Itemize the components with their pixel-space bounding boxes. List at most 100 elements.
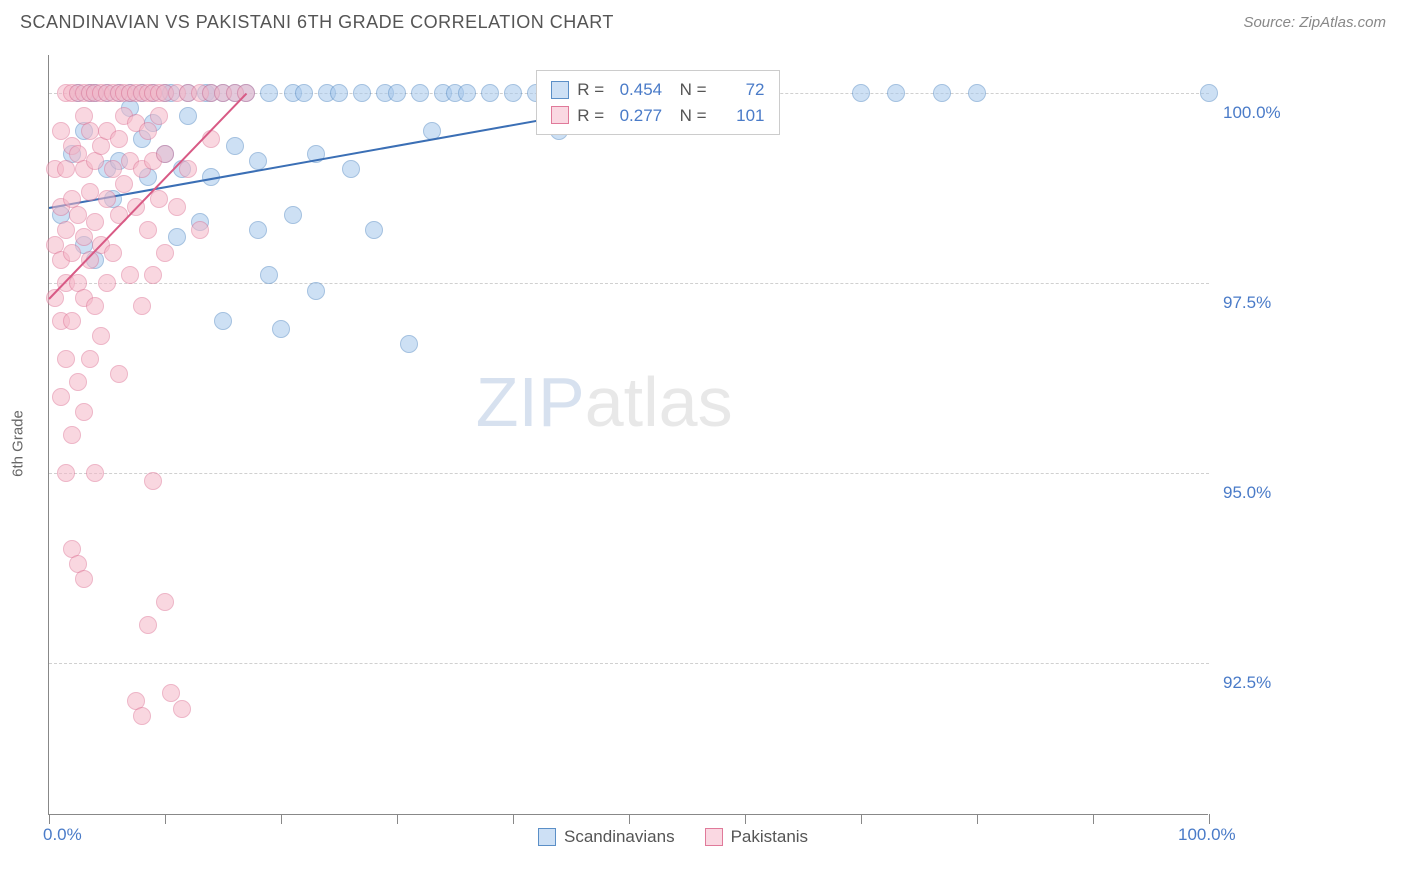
- stat-n-value: 101: [715, 103, 765, 129]
- scatter-point: [295, 84, 313, 102]
- scatter-point: [458, 84, 476, 102]
- scatter-point: [156, 244, 174, 262]
- scatter-point: [353, 84, 371, 102]
- scatter-point: [150, 107, 168, 125]
- scatter-point: [411, 84, 429, 102]
- x-tick: [745, 814, 746, 824]
- scatter-point: [260, 266, 278, 284]
- stat-r-label: R =: [577, 103, 604, 129]
- stats-row: R =0.454 N =72: [551, 77, 764, 103]
- scatter-point: [57, 221, 75, 239]
- scatter-point: [260, 84, 278, 102]
- x-tick: [861, 814, 862, 824]
- scatter-point: [388, 84, 406, 102]
- scatter-point: [63, 244, 81, 262]
- y-tick-label: 100.0%: [1223, 103, 1281, 123]
- scatter-point: [63, 312, 81, 330]
- scatter-point: [330, 84, 348, 102]
- scatter-point: [852, 84, 870, 102]
- scatter-point: [75, 228, 93, 246]
- scatter-point: [933, 84, 951, 102]
- legend-item: Scandinavians: [538, 827, 675, 847]
- x-tick: [281, 814, 282, 824]
- y-tick-label: 92.5%: [1223, 673, 1271, 693]
- x-tick: [1209, 814, 1210, 824]
- legend-swatch: [538, 828, 556, 846]
- y-tick-label: 95.0%: [1223, 483, 1271, 503]
- scatter-point: [887, 84, 905, 102]
- x-tick: [49, 814, 50, 824]
- scatter-point: [968, 84, 986, 102]
- scatter-point: [481, 84, 499, 102]
- scatter-point: [110, 365, 128, 383]
- legend: Scandinavians Pakistanis: [538, 827, 808, 847]
- scatter-point: [173, 700, 191, 718]
- series-swatch: [551, 106, 569, 124]
- legend-swatch: [705, 828, 723, 846]
- scatter-point: [104, 244, 122, 262]
- scatter-point: [179, 107, 197, 125]
- x-tick: [977, 814, 978, 824]
- scatter-point: [156, 145, 174, 163]
- scatter-point: [168, 228, 186, 246]
- scatter-point: [179, 160, 197, 178]
- stat-r-value: 0.454: [612, 77, 662, 103]
- scatter-point: [75, 403, 93, 421]
- scatter-point: [342, 160, 360, 178]
- series-swatch: [551, 81, 569, 99]
- x-tick: [513, 814, 514, 824]
- scatter-point: [139, 616, 157, 634]
- header: SCANDINAVIAN VS PAKISTANI 6TH GRADE CORR…: [0, 0, 1406, 41]
- watermark: ZIPatlas: [476, 362, 733, 442]
- stat-r-label: R =: [577, 77, 604, 103]
- grid-line: [49, 663, 1209, 664]
- scatter-point: [86, 464, 104, 482]
- chart-container: 6th Grade ZIPatlas R =0.454 N =72R =0.27…: [48, 55, 1388, 835]
- scatter-point: [272, 320, 290, 338]
- scatter-point: [133, 707, 151, 725]
- scatter-point: [307, 282, 325, 300]
- scatter-point: [69, 373, 87, 391]
- stat-n-label: N =: [670, 103, 706, 129]
- scatter-point: [144, 472, 162, 490]
- scatter-point: [57, 160, 75, 178]
- chart-title: SCANDINAVIAN VS PAKISTANI 6TH GRADE CORR…: [20, 12, 614, 33]
- scatter-point: [191, 221, 209, 239]
- scatter-point: [1200, 84, 1218, 102]
- stats-box: R =0.454 N =72R =0.277 N =101: [536, 70, 779, 135]
- scatter-point: [365, 221, 383, 239]
- scatter-point: [115, 175, 133, 193]
- grid-line: [49, 283, 1209, 284]
- scatter-point: [284, 206, 302, 224]
- y-axis-title: 6th Grade: [10, 410, 27, 477]
- plot-area: ZIPatlas R =0.454 N =72R =0.277 N =101: [48, 55, 1208, 815]
- scatter-point: [57, 464, 75, 482]
- scatter-point: [214, 312, 232, 330]
- stat-n-label: N =: [670, 77, 706, 103]
- scatter-point: [86, 213, 104, 231]
- scatter-point: [63, 426, 81, 444]
- scatter-point: [144, 266, 162, 284]
- scatter-point: [226, 137, 244, 155]
- y-tick-label: 97.5%: [1223, 293, 1271, 313]
- stats-row: R = 0.277 N = 101: [551, 103, 764, 129]
- scatter-point: [121, 266, 139, 284]
- legend-label: Pakistanis: [731, 827, 808, 847]
- grid-line: [49, 473, 1209, 474]
- scatter-point: [156, 593, 174, 611]
- scatter-point: [57, 350, 75, 368]
- scatter-point: [202, 130, 220, 148]
- watermark-zip: ZIP: [476, 363, 585, 441]
- scatter-point: [168, 198, 186, 216]
- scatter-point: [150, 190, 168, 208]
- scatter-point: [52, 388, 70, 406]
- watermark-atlas: atlas: [585, 363, 733, 441]
- scatter-point: [69, 206, 87, 224]
- scatter-point: [86, 297, 104, 315]
- legend-label: Scandinavians: [564, 827, 675, 847]
- x-tick: [397, 814, 398, 824]
- stat-r-value: 0.277: [612, 103, 662, 129]
- scatter-point: [81, 183, 99, 201]
- scatter-point: [133, 297, 151, 315]
- scatter-point: [139, 122, 157, 140]
